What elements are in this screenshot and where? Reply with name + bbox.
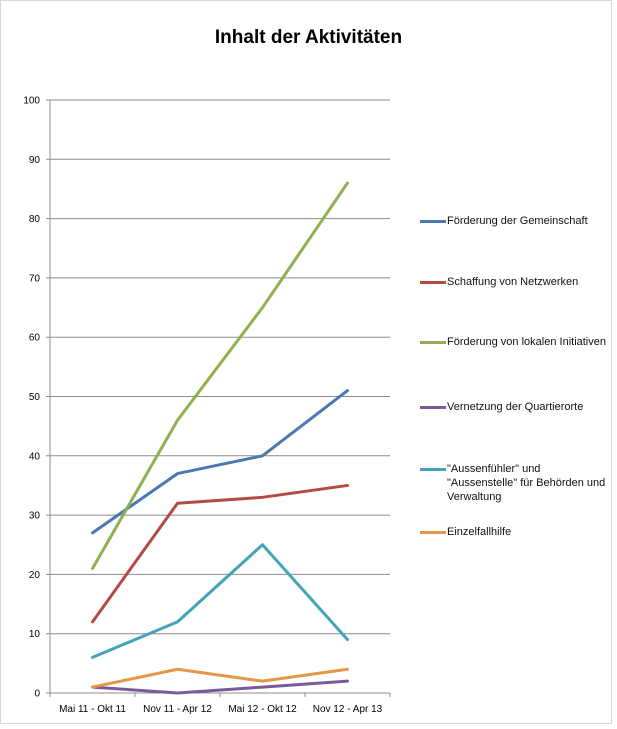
y-tick-label: 0: [34, 689, 40, 700]
y-tick-label: 100: [23, 96, 40, 107]
series-line-4: [91, 679, 349, 695]
legend-swatch: [420, 341, 446, 344]
legend-item: Förderung der Gemeinschaft: [420, 214, 610, 228]
y-tick-label: 90: [29, 155, 41, 166]
legend-label: Vernetzung der Quartierorte: [447, 401, 584, 413]
y-tick-label: 10: [29, 629, 41, 640]
x-tick-label: Mai 12 - Okt 12: [228, 704, 297, 715]
series-line-6: [91, 667, 349, 689]
legend-label: Förderung der Gemeinschaft: [447, 215, 588, 227]
legend-item: Förderung von lokalen Initiativen: [420, 335, 610, 349]
series-line-3: [91, 181, 349, 570]
legend-swatch: [420, 406, 446, 409]
legend-swatch: [420, 281, 446, 284]
series-line-2: [91, 483, 349, 624]
x-tick-label: Mai 11 - Okt 11: [59, 704, 126, 715]
y-tick-label: 70: [29, 273, 41, 284]
legend-swatch: [420, 468, 446, 471]
legend-label: "Aussenfühler" und "Aussenstelle" für Be…: [447, 463, 606, 503]
legend-swatch: [420, 220, 446, 223]
legend-item: Vernetzung der Quartierorte: [420, 400, 610, 414]
legend-item: "Aussenfühler" und "Aussenstelle" für Be…: [420, 462, 610, 504]
y-tick-label: 60: [29, 333, 41, 344]
legend-label: Schaffung von Netzwerken: [447, 276, 579, 288]
y-tick-label: 30: [29, 511, 41, 522]
x-tick-label: Nov 12 - Apr 13: [313, 704, 383, 715]
chart-title: Inhalt der Aktivitäten: [214, 27, 403, 48]
legend-item: Schaffung von Netzwerken: [420, 275, 610, 289]
series-line-5: [91, 543, 349, 659]
x-tick-label: Nov 11 - Apr 12: [143, 704, 212, 715]
y-tick-label: 40: [29, 451, 41, 462]
legend-label: Einzelfallhilfe: [447, 526, 512, 538]
y-tick-label: 20: [29, 570, 41, 581]
legend-item: Einzelfallhilfe: [420, 525, 610, 539]
y-tick-label: 80: [29, 214, 41, 225]
legend-label: Förderung von lokalen Initiativen: [447, 336, 606, 348]
y-tick-label: 50: [29, 392, 41, 403]
legend-swatch: [420, 531, 446, 534]
series-line-1: [91, 389, 349, 535]
